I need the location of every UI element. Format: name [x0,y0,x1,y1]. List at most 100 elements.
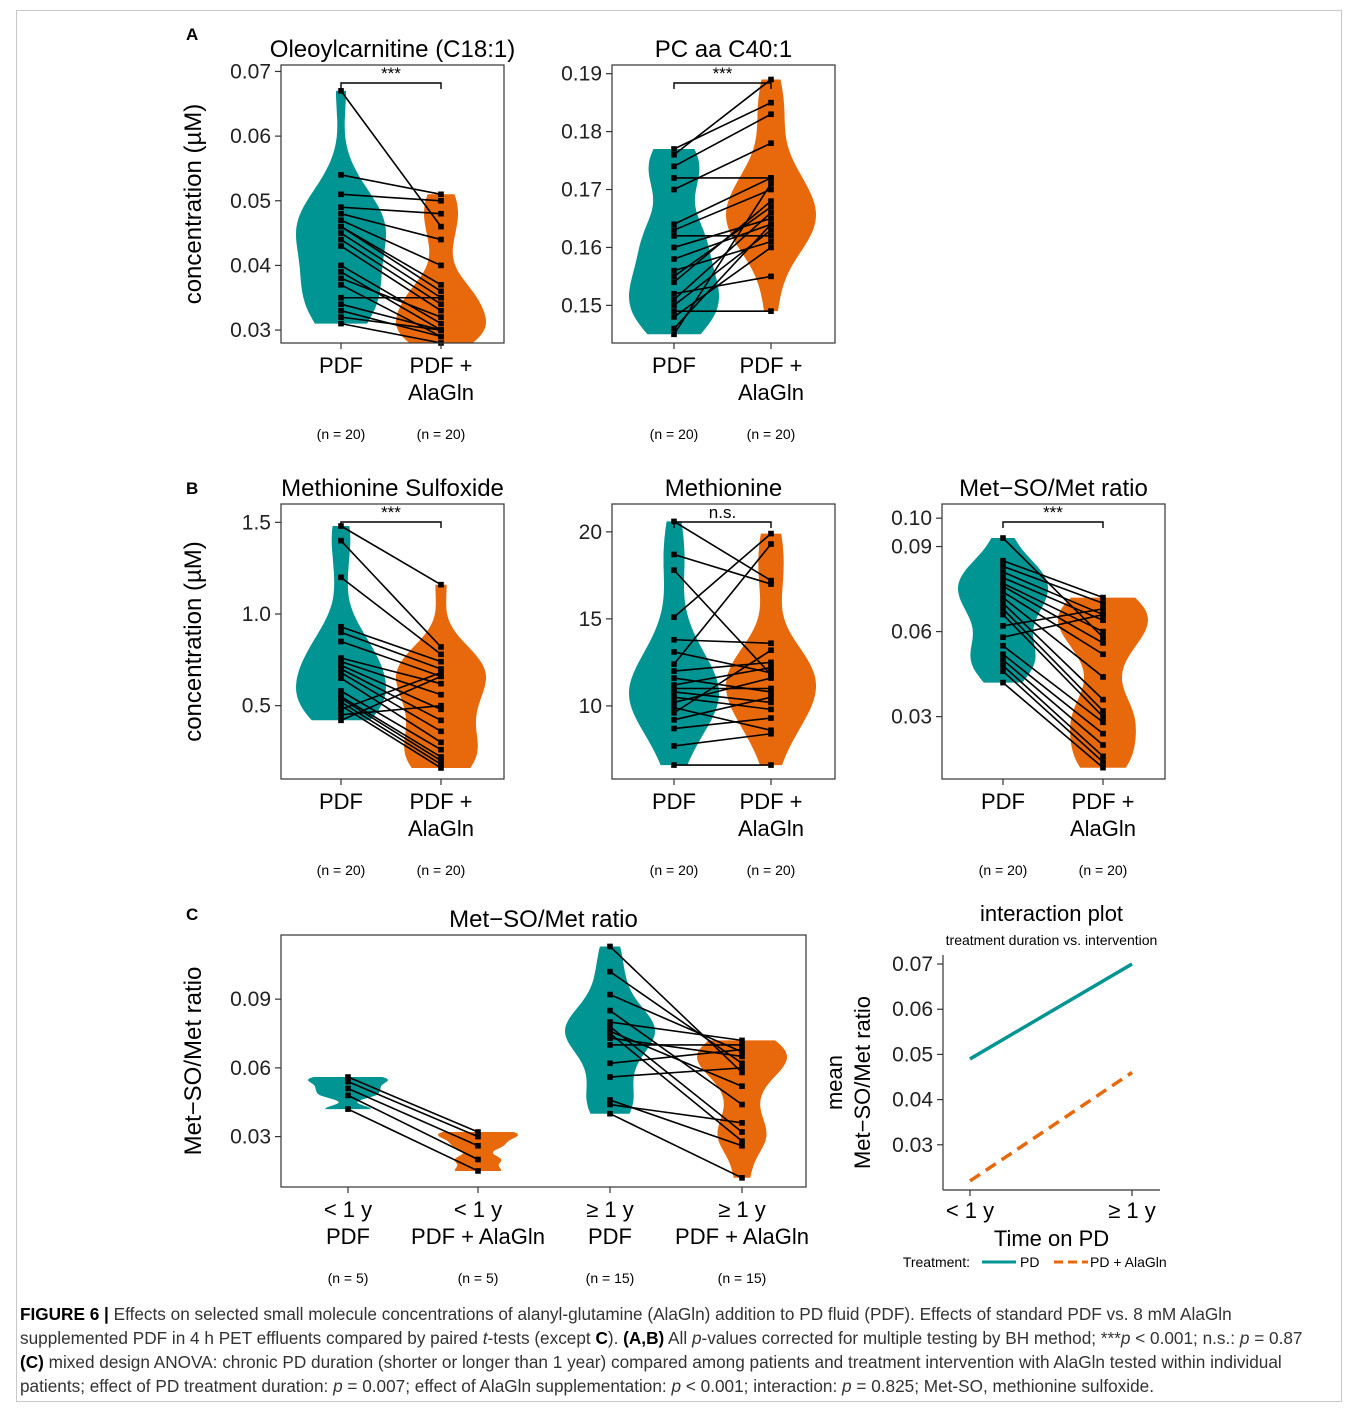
data-point-b2-11 [671,689,677,695]
data-point-a1-3 [438,210,444,217]
data-point-b3-2 [1100,600,1106,607]
x-tick-label-a1: PDF + [410,353,473,378]
caption-ab: (A,B) [623,1328,665,1348]
y-tick-label-c1: 0.09 [230,988,271,1011]
data-point-c1-4 [739,1037,745,1044]
pair-line-b3-14 [1002,645,1104,723]
pair-line-b1-5 [340,640,442,678]
data-point-b2-16 [671,717,677,723]
caption-line4a: individual patients; effect of PD treatm… [20,1352,1282,1396]
pair-line-b3-9 [1002,602,1104,701]
figure-svg: A B C Oleoylcarnitine (C18:1) 0.03 0.04 0.05 0.… [180,25,1167,1286]
pair-line-b1-8 [340,664,442,711]
pair-line-b2-2 [673,569,772,676]
data-point-a1-4 [338,210,344,217]
caption-line2c: ). [607,1328,624,1348]
legend-label-pd: PD [1020,1254,1039,1270]
pair-line-b2-6 [673,543,772,665]
pair-line-b2-5 [673,651,772,674]
data-point-b2-1 [671,551,677,558]
pair-line-b2-12 [673,696,772,711]
data-point-b2-6 [671,661,677,667]
pair-line-a2-8 [673,217,772,249]
data-point-b1-15 [438,761,444,768]
data-point-b2-7 [671,668,677,674]
data-point-a2-12 [671,279,677,285]
pair-line-b1-0 [340,525,442,586]
data-point-b1-12 [438,746,444,753]
data-point-b3-8 [1100,674,1106,680]
n-label-a1: (n = 20) [417,426,466,442]
pair-line-a1-11 [340,264,442,325]
data-point-b2-3 [671,614,677,620]
data-point-b3-18 [1000,668,1006,675]
data-point-b2-10 [768,685,774,692]
data-point-b3-7 [1100,651,1106,658]
pair-line-a1-2 [340,193,442,202]
data-point-a2-10 [768,238,774,245]
data-point-b2-14 [768,727,774,734]
y-tick-label-a2: 0.16 [561,236,602,259]
data-point-a1-15 [438,294,444,301]
data-point-b3-11 [1100,713,1106,720]
data-point-c1-0 [607,943,613,950]
data-point-c1-1 [739,1060,745,1067]
pair-line-b3-19 [1002,681,1104,769]
x-tick-label-a2: AlaGln [738,380,804,405]
data-point-b1-11 [338,675,344,681]
data-point-b3-9 [1000,600,1006,607]
data-point-c1-2 [345,1085,351,1092]
pair-line-b1-2 [340,576,442,655]
n-label-b3: (n = 20) [979,862,1028,878]
data-point-b1-9 [438,717,444,724]
data-point-a2-1 [768,76,774,83]
data-point-b3-16 [1100,742,1106,748]
caption-line2f: -values corrected for multiple testing b… [701,1328,1121,1348]
data-point-a1-9 [438,301,444,308]
data-point-b3-17 [1000,662,1006,669]
caption-line3a: = 0.87 [1249,1328,1303,1348]
data-point-b1-16 [338,702,344,709]
violin-c1-3 [697,1040,787,1178]
data-point-a1-2 [438,197,444,204]
data-point-c1-1 [607,968,613,975]
x-tick-label-c1: ≥ 1 y [718,1197,766,1222]
interaction-y-axis-label: Met−SO/Met ratio [850,996,875,1169]
plot-frame-a2 [611,64,836,344]
data-point-b3-0 [1100,634,1106,641]
pair-line-a2-14 [673,212,772,301]
data-point-b1-3 [338,624,344,630]
x-tick-label-b2: PDF [652,789,696,814]
caption-line4c: < 0.001; interaction: [681,1376,843,1396]
data-point-b1-10 [438,728,444,735]
data-point-a1-17 [338,307,344,314]
panel-letter-c: C [186,905,198,924]
caption-t: t [482,1328,488,1348]
pair-line-b2-14 [673,706,772,732]
pair-line-b2-7 [673,661,772,672]
data-point-a1-2 [338,191,344,198]
data-point-c1-9 [739,1042,745,1048]
data-point-b3-2 [1000,563,1006,570]
pair-line-c1-0 [347,1076,479,1133]
caption-p3: p [1239,1328,1250,1348]
data-point-b1-10 [338,669,344,676]
caption-c-ref: C [595,1328,608,1348]
interaction-title: interaction plot [980,901,1123,926]
data-point-c1-13 [607,1101,613,1108]
pair-line-b1-14 [340,697,442,762]
pair-line-c1-3 [609,1009,743,1106]
data-point-b2-9 [768,664,774,671]
significance-label-b2: n.s. [709,503,736,522]
data-point-b3-16 [1000,657,1006,663]
interaction-x-tick-label: ≥ 1 y [1108,1198,1156,1223]
data-point-a1-13 [338,275,344,282]
pair-line-b2-17 [673,717,772,730]
data-point-c1-1 [345,1078,351,1085]
pair-line-c1-10 [609,1048,743,1065]
pair-line-a1-16 [340,303,442,331]
data-point-a1-19 [338,320,344,327]
data-point-b3-9 [1100,696,1106,703]
data-point-b3-4 [1100,617,1106,624]
data-point-b1-5 [338,638,344,645]
